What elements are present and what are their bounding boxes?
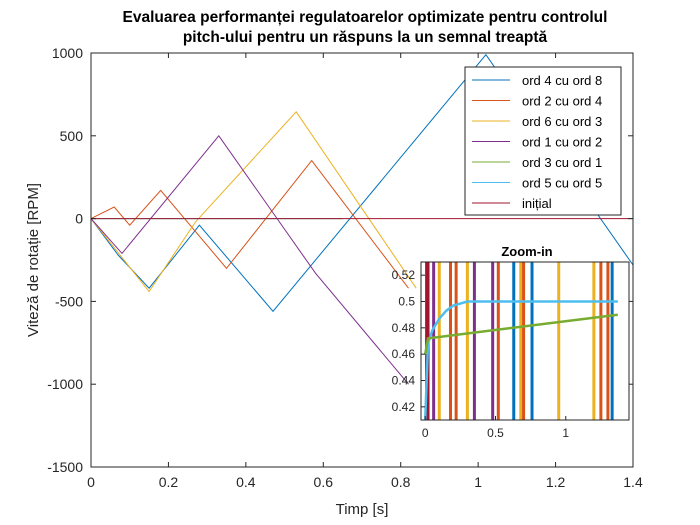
- x-tick-label: 1: [474, 474, 482, 490]
- legend-label-ini-ial: inițial: [522, 196, 552, 211]
- legend-label-ord-6-cu-ord-3: ord 6 cu ord 3: [522, 114, 602, 129]
- inset-y-tick-label: 0.44: [392, 374, 416, 388]
- chart-title-line-2: pitch-ului pentru un răspuns la un semna…: [183, 29, 548, 46]
- legend-label-ord-4-cu-ord-8: ord 4 cu ord 8: [522, 73, 602, 88]
- main-axes-frame: [90, 52, 634, 468]
- inset-series-line-ord-5-cu-ord-5: [423, 300, 618, 421]
- inset-series-group: [423, 262, 618, 421]
- legend-label-ord-5-cu-ord-5: ord 5 cu ord 5: [522, 176, 602, 191]
- legend: ord 4 cu ord 8 ord 2 cu ord 4 ord 6 cu ord…: [464, 66, 622, 216]
- x-axis-label: Timp [s]: [336, 501, 389, 518]
- inset-y-tick-label: 0.52: [392, 268, 416, 282]
- inset-y-tick-label: 0.48: [392, 321, 416, 335]
- x-tick-label: 1.4: [623, 474, 643, 490]
- legend-label-ord-1-cu-ord-2: ord 1 cu ord 2: [522, 135, 602, 150]
- y-tick-label: 500: [60, 128, 84, 144]
- inset-x-tick-label: 0.5: [487, 426, 504, 440]
- inset-y-tick-label: 0.46: [392, 347, 416, 361]
- series-line-ord-4-cu-ord-8: [90, 53, 634, 313]
- series-line-ord-2-cu-ord-4: [90, 159, 409, 289]
- zoom-in-inset: Zoom-in 0 0.5 1 0.42 0.44 0.46 0.48 0.5 0.52: [392, 244, 630, 440]
- x-tick-label: 0.8: [391, 474, 411, 490]
- x-tick-label: 0.6: [314, 474, 334, 490]
- inset-axes-frame: [420, 261, 630, 421]
- x-tick-label: 0: [87, 474, 95, 490]
- inset-x-tick-label: 0: [422, 426, 429, 440]
- main-axes-group: 0 0.2 0.4 0.6 0.8 1 1.2 1.4-1500-1000-500050010…: [47, 45, 643, 490]
- inset-axes-group: 0 0.5 1 0.42 0.44 0.46 0.48 0.5 0.52: [392, 261, 630, 440]
- legend-label-ord-3-cu-ord-1: ord 3 cu ord 1: [522, 155, 602, 170]
- inset-y-tick-label: 0.5: [398, 295, 415, 309]
- y-tick-label: 0: [75, 211, 83, 227]
- y-tick-label: -1500: [47, 459, 83, 475]
- x-tick-label: 0.4: [236, 474, 256, 490]
- legend-label-ord-2-cu-ord-4: ord 2 cu ord 4: [522, 94, 602, 109]
- y-axis-label: Viteză de rotație [RPM]: [25, 183, 42, 337]
- inset-title: Zoom-in: [501, 244, 552, 259]
- y-tick-label: 1000: [52, 45, 83, 61]
- x-tick-label: 1.2: [546, 474, 566, 490]
- series-line-ord-1-cu-ord-2: [90, 134, 409, 385]
- series-line-ord-6-cu-ord-3: [90, 110, 417, 293]
- inset-y-tick-label: 0.42: [392, 400, 416, 414]
- inset-series-line-ord-3-cu-ord-1: [423, 313, 618, 355]
- y-tick-label: -1000: [47, 376, 83, 392]
- x-tick-label: 0.2: [159, 474, 179, 490]
- y-tick-label: -500: [55, 293, 83, 309]
- chart-title-line-1: Evaluarea performanței regulatoarelor op…: [123, 9, 608, 26]
- main-series-group: [90, 53, 634, 385]
- inset-x-tick-label: 1: [562, 426, 569, 440]
